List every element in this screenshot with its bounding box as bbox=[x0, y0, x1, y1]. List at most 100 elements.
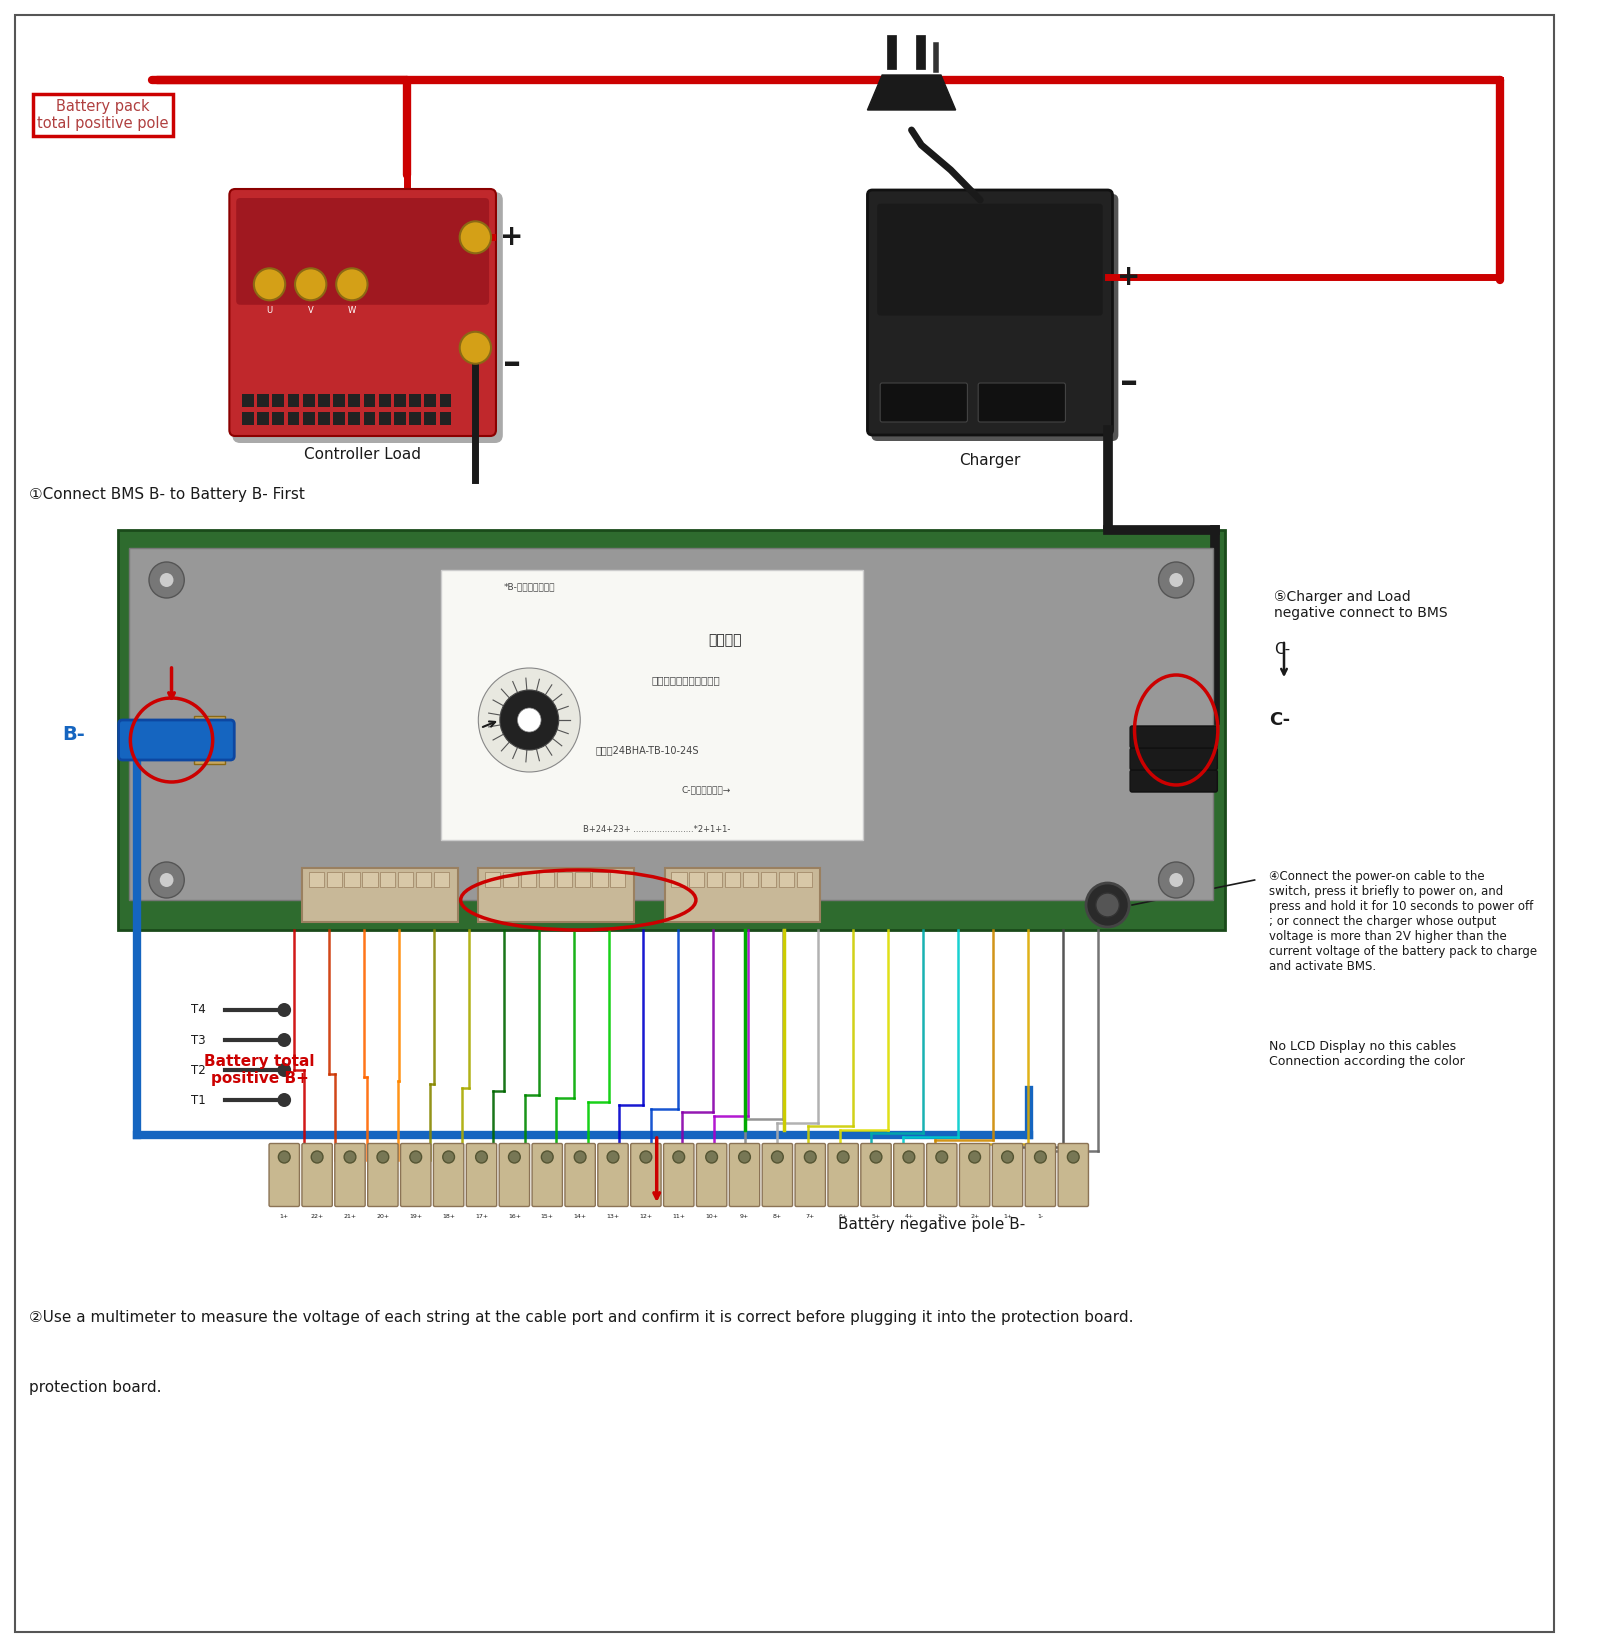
Text: 18+: 18+ bbox=[442, 1214, 454, 1219]
Circle shape bbox=[378, 1151, 389, 1163]
Bar bbox=[742, 873, 758, 888]
Text: 13+: 13+ bbox=[606, 1214, 619, 1219]
Bar bbox=[557, 873, 571, 888]
Bar bbox=[725, 873, 741, 888]
Bar bbox=[672, 873, 686, 888]
Bar bbox=[394, 394, 406, 407]
Text: 22+: 22+ bbox=[310, 1214, 323, 1219]
Bar bbox=[272, 394, 285, 407]
Circle shape bbox=[674, 1151, 685, 1163]
Text: –: – bbox=[1120, 366, 1138, 400]
Bar bbox=[416, 873, 430, 888]
Bar bbox=[381, 873, 395, 888]
FancyBboxPatch shape bbox=[466, 1143, 496, 1207]
Text: 1-: 1- bbox=[1037, 1214, 1043, 1219]
FancyBboxPatch shape bbox=[696, 1143, 726, 1207]
Text: T3: T3 bbox=[192, 1034, 206, 1046]
FancyBboxPatch shape bbox=[867, 189, 1112, 435]
FancyBboxPatch shape bbox=[232, 193, 502, 443]
Text: B-: B- bbox=[62, 725, 85, 744]
Circle shape bbox=[459, 331, 491, 364]
FancyBboxPatch shape bbox=[1026, 1143, 1056, 1207]
Bar bbox=[288, 412, 299, 425]
Bar bbox=[349, 394, 360, 407]
Text: 21+: 21+ bbox=[344, 1214, 357, 1219]
FancyBboxPatch shape bbox=[194, 716, 226, 764]
Text: ①Connect BMS B- to Battery B- First: ①Connect BMS B- to Battery B- First bbox=[29, 488, 306, 502]
Bar bbox=[344, 873, 360, 888]
Circle shape bbox=[149, 562, 184, 598]
Circle shape bbox=[805, 1151, 816, 1163]
FancyBboxPatch shape bbox=[478, 868, 634, 922]
Text: 19+: 19+ bbox=[410, 1214, 422, 1219]
Bar bbox=[539, 873, 554, 888]
FancyBboxPatch shape bbox=[630, 1143, 661, 1207]
Text: +: + bbox=[499, 224, 523, 252]
Circle shape bbox=[1158, 861, 1194, 898]
Bar bbox=[130, 548, 1213, 899]
Bar bbox=[398, 873, 413, 888]
Text: –: – bbox=[502, 348, 520, 380]
Text: C-接负载的负极→: C-接负载的负极→ bbox=[682, 786, 730, 794]
Bar bbox=[363, 412, 376, 425]
Text: T2: T2 bbox=[190, 1064, 206, 1077]
FancyBboxPatch shape bbox=[880, 384, 968, 422]
Bar bbox=[318, 394, 330, 407]
Text: 居信扫一扫进入蓝牙软件: 居信扫一扫进入蓝牙软件 bbox=[651, 675, 720, 685]
Bar bbox=[592, 873, 608, 888]
Text: 15+: 15+ bbox=[541, 1214, 554, 1219]
Circle shape bbox=[936, 1151, 947, 1163]
FancyBboxPatch shape bbox=[960, 1143, 990, 1207]
Bar bbox=[434, 873, 450, 888]
Circle shape bbox=[277, 1003, 291, 1016]
Bar bbox=[333, 394, 346, 407]
Circle shape bbox=[149, 861, 184, 898]
Bar bbox=[379, 412, 390, 425]
Text: 11+: 11+ bbox=[672, 1214, 685, 1219]
Bar bbox=[302, 412, 315, 425]
Text: 规格：24BHA-TB-10-24S: 规格：24BHA-TB-10-24S bbox=[595, 744, 699, 754]
FancyBboxPatch shape bbox=[795, 1143, 826, 1207]
Bar bbox=[242, 394, 254, 407]
Bar bbox=[522, 873, 536, 888]
FancyBboxPatch shape bbox=[827, 1143, 858, 1207]
Bar bbox=[394, 412, 406, 425]
Text: 12+: 12+ bbox=[640, 1214, 653, 1219]
FancyBboxPatch shape bbox=[442, 570, 862, 840]
FancyBboxPatch shape bbox=[664, 1143, 694, 1207]
Text: 9+: 9+ bbox=[739, 1214, 749, 1219]
FancyBboxPatch shape bbox=[368, 1143, 398, 1207]
Circle shape bbox=[870, 1151, 882, 1163]
FancyBboxPatch shape bbox=[598, 1143, 629, 1207]
Circle shape bbox=[278, 1151, 290, 1163]
Text: 3+: 3+ bbox=[938, 1214, 946, 1219]
Circle shape bbox=[336, 268, 368, 300]
Circle shape bbox=[478, 669, 581, 772]
Circle shape bbox=[739, 1151, 750, 1163]
Bar bbox=[242, 412, 254, 425]
FancyBboxPatch shape bbox=[499, 1143, 530, 1207]
Circle shape bbox=[1067, 1151, 1078, 1163]
FancyBboxPatch shape bbox=[877, 204, 1102, 316]
Bar bbox=[610, 873, 626, 888]
Circle shape bbox=[574, 1151, 586, 1163]
Circle shape bbox=[1170, 873, 1182, 888]
Circle shape bbox=[640, 1151, 651, 1163]
Text: Battery pack
total positive pole: Battery pack total positive pole bbox=[37, 99, 168, 132]
Bar bbox=[288, 394, 299, 407]
Circle shape bbox=[1170, 573, 1182, 586]
Text: T1: T1 bbox=[190, 1094, 206, 1107]
FancyBboxPatch shape bbox=[118, 720, 234, 759]
FancyBboxPatch shape bbox=[894, 1143, 925, 1207]
FancyBboxPatch shape bbox=[861, 1143, 891, 1207]
Circle shape bbox=[771, 1151, 784, 1163]
Text: Charger: Charger bbox=[960, 453, 1021, 468]
Text: ⑤Charger and Load
negative connect to BMS: ⑤Charger and Load negative connect to BM… bbox=[1274, 590, 1448, 621]
FancyBboxPatch shape bbox=[434, 1143, 464, 1207]
FancyBboxPatch shape bbox=[302, 868, 458, 922]
Text: B+24+23+ .......................*2+1+1-: B+24+23+ .......................*2+1+1- bbox=[582, 825, 730, 835]
Circle shape bbox=[312, 1151, 323, 1163]
Bar bbox=[797, 873, 811, 888]
Bar bbox=[574, 873, 590, 888]
Bar bbox=[410, 394, 421, 407]
